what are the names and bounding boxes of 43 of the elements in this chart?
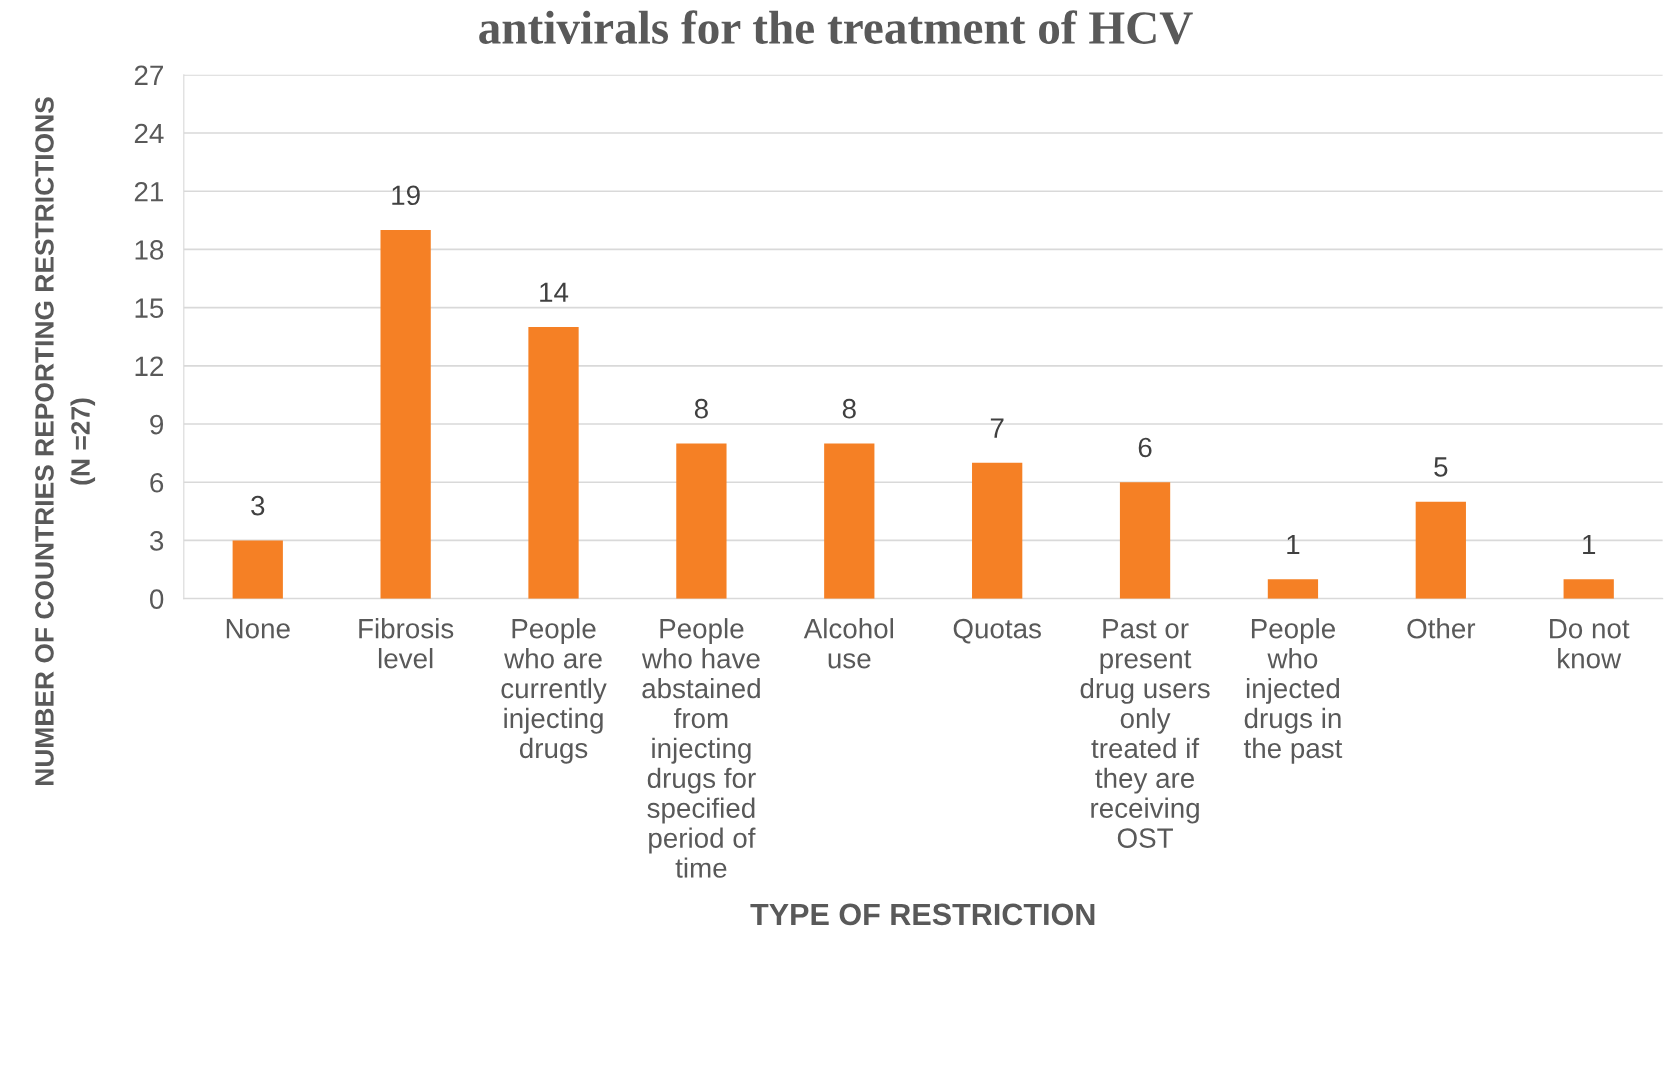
data-label: 1 [1583, 534, 1596, 555]
data-label: 8 [694, 398, 708, 419]
bar [824, 443, 875, 599]
y-tick-label: 0 [150, 589, 164, 609]
y-tick-label: 3 [149, 531, 164, 551]
bar [972, 462, 1023, 599]
y-tick-label: 6 [150, 472, 164, 493]
x-tick-label: None [226, 619, 290, 639]
y-tick-label: 21 [134, 181, 164, 202]
data-label: 14 [540, 282, 569, 302]
category-label: People who have abstained from injecting drugs for specified period of time [641, 618, 760, 878]
bar [232, 540, 283, 599]
y-tick-label: 27 [134, 65, 163, 85]
x-axis-title: TYPE OF RESTRICTION [750, 903, 1095, 926]
bar [1267, 579, 1319, 599]
data-label: 7 [990, 418, 1004, 438]
y-tick-label: 12 [135, 356, 163, 376]
data-label: 6 [1138, 437, 1152, 458]
data-label: 19 [392, 185, 420, 206]
y-axis-title: NUMBER OF COUNTRIES REPORTING RESTRICTIONS (N =27) [35, 97, 96, 785]
data-label: 1 [1287, 534, 1300, 555]
bar [380, 230, 431, 599]
bar [528, 327, 579, 599]
x-tick-label: Quotas [953, 618, 1041, 644]
chart-title: antivirals for the treatment of HCV [479, 10, 1193, 45]
x-tick-label: People who are currently injecting drugs [501, 618, 607, 764]
x-tick-label: Alcohol use [803, 618, 893, 669]
bar [676, 443, 727, 599]
y-tick-label: 9 [150, 414, 164, 435]
y-tick-label: 24 [134, 123, 164, 144]
data-label: 3 [251, 495, 265, 516]
bar [1563, 579, 1614, 599]
data-label: 5 [1434, 457, 1448, 477]
x-tick-label: Other [1407, 618, 1476, 639]
y-tick-label: 15 [135, 298, 164, 318]
y-tick-label: 18 [135, 240, 164, 260]
x-tick-label: People who injected drugs in the past [1243, 618, 1343, 764]
x-tick-label: Past or present drug users only treated if they are receiving OST [1080, 619, 1210, 848]
bar [1415, 501, 1466, 599]
x-tick-label: Fibrosis level [359, 618, 454, 669]
data-label: 8 [842, 398, 856, 419]
x-tick-label: Do not know [1550, 619, 1630, 669]
bar [1119, 482, 1171, 599]
